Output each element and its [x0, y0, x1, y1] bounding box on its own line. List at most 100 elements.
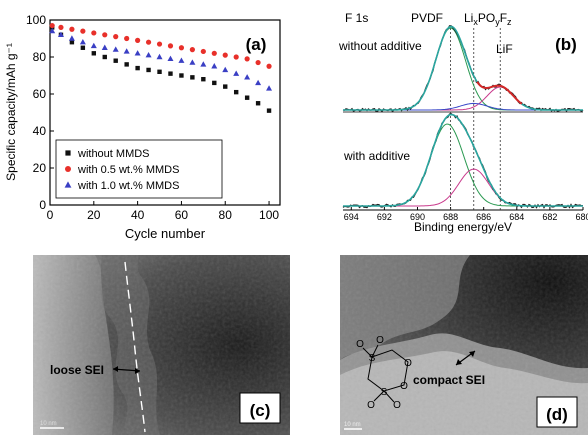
- y-tick-label: 40: [33, 124, 47, 138]
- data-point: [91, 30, 97, 36]
- data-point: [113, 58, 118, 63]
- xps-x-tick-label: 684: [509, 212, 524, 222]
- xps-x-tick-label: 692: [377, 212, 392, 222]
- compact-sei-label: compact SEI: [413, 373, 485, 387]
- without-additive-label: without additive: [338, 39, 422, 53]
- molecule-atoms: S O O O O S O O: [356, 335, 412, 411]
- data-point: [255, 79, 262, 86]
- legend-marker: [64, 181, 72, 188]
- loose-sei-label: loose SEI: [50, 363, 104, 377]
- lif-label: LiF: [496, 42, 513, 56]
- data-point: [156, 41, 163, 47]
- legend-marker: [65, 166, 71, 172]
- data-point: [244, 56, 250, 62]
- data-point: [113, 34, 119, 40]
- data-point: [102, 54, 107, 60]
- data-point: [200, 61, 207, 67]
- panel-d-label-box: [536, 396, 578, 428]
- fit-component: [343, 168, 583, 207]
- data-point: [134, 50, 141, 56]
- data-point: [189, 59, 196, 65]
- data-point: [146, 67, 151, 73]
- data-point: [102, 32, 108, 38]
- xps-x-tick-label: 682: [542, 212, 557, 222]
- data-point: [211, 63, 218, 69]
- scale-bar-d-label: 10 nm: [344, 422, 361, 428]
- data-point: [145, 39, 152, 45]
- axis-ticks: 0 20 40 60 80 100 0 20 40 60 80 100: [26, 13, 279, 222]
- xps-x-tick-label: 688: [443, 212, 458, 222]
- data-point: [80, 45, 86, 50]
- y-axis-label: Specific capacity/mAh g⁻¹: [4, 43, 18, 181]
- panel-a-label: (a): [246, 35, 267, 54]
- panel-c-label: (c): [250, 401, 271, 420]
- data-point: [233, 54, 239, 60]
- data-point: [222, 52, 228, 58]
- y-tick-label: 20: [33, 161, 47, 175]
- interface-dashed-line: [124, 261, 146, 433]
- panel-b-label: (b): [555, 35, 577, 54]
- spectrum-with-additive: [342, 112, 584, 209]
- data-point: [79, 39, 86, 45]
- data-point: [266, 85, 273, 91]
- data-point: [68, 35, 75, 41]
- plot-frame: [49, 19, 281, 206]
- envelope-fit: [343, 25, 583, 111]
- x-tick-label: 40: [131, 208, 145, 222]
- data-point: [167, 55, 174, 62]
- fit-component: [343, 86, 583, 111]
- legend-marker: [65, 150, 71, 156]
- data-point: [168, 71, 173, 76]
- data-point: [58, 24, 64, 30]
- data-point: [189, 47, 195, 53]
- data-point: [233, 70, 240, 76]
- binding-energy-label: Binding energy/eV: [414, 220, 512, 234]
- data-point: [266, 63, 272, 69]
- x-tick-label: 80: [219, 208, 233, 222]
- y-tick-label: 80: [33, 50, 47, 64]
- data-point: [157, 69, 162, 74]
- data-point: [145, 51, 152, 58]
- data-point: [124, 35, 130, 42]
- y-tick-label: 0: [39, 198, 46, 212]
- data-point: [244, 74, 251, 80]
- with-additive-label: with additive: [343, 149, 410, 163]
- xps-x-tick-label: 694: [344, 212, 359, 222]
- data-point: [90, 42, 97, 49]
- data-series: [49, 22, 273, 113]
- x-tick-label: 100: [259, 208, 279, 222]
- svg-text:O: O: [356, 339, 364, 350]
- legend: without MMDS with 0.5 wt.% MMDS with 1.0…: [55, 139, 223, 199]
- data-point: [80, 28, 86, 34]
- x-axis-label: Cycle number: [125, 226, 206, 241]
- data-point: [135, 65, 140, 71]
- data-point: [233, 89, 239, 95]
- data-point: [101, 44, 108, 50]
- data-point: [179, 73, 184, 78]
- data-point: [57, 31, 64, 37]
- y-tick-label: 100: [26, 13, 46, 27]
- panel-d-tem-image: S O O O O S O O compact SEI (d) 10 nm: [340, 255, 588, 435]
- spectrum-without-additive: [342, 25, 584, 113]
- envelope-fit: [343, 113, 583, 207]
- data-point: [222, 66, 229, 73]
- data-point: [49, 22, 55, 29]
- fit-component: [343, 123, 583, 207]
- legend-entry-without: without MMDS: [77, 148, 150, 160]
- svg-text:O: O: [367, 400, 375, 411]
- data-point: [178, 57, 185, 63]
- data-point: [69, 40, 75, 45]
- data-point: [211, 50, 217, 56]
- xps-x-axis: 694 692 690 688 686 684 682 680: [343, 111, 588, 222]
- legend-markers: [64, 150, 72, 188]
- svg-text:O: O: [404, 358, 412, 369]
- data-point: [201, 77, 206, 82]
- data-point: [69, 26, 75, 32]
- scale-bar-c-label: 10 nm: [40, 421, 57, 427]
- data-point: [223, 84, 228, 89]
- element-label: F 1s: [345, 11, 368, 25]
- xps-x-tick-label: 690: [410, 212, 425, 222]
- svg-text:S: S: [381, 387, 388, 398]
